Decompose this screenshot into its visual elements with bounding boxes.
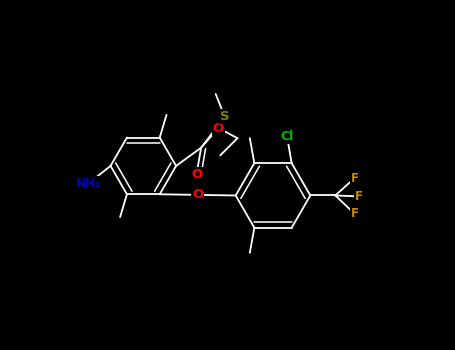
Text: F: F: [350, 207, 359, 220]
Text: F: F: [350, 172, 359, 185]
Text: O: O: [213, 122, 224, 135]
Text: O: O: [191, 168, 202, 181]
Text: O: O: [192, 188, 203, 201]
Text: NH₂: NH₂: [76, 177, 101, 190]
Text: Cl: Cl: [280, 130, 294, 143]
Text: S: S: [220, 110, 230, 123]
Text: F: F: [355, 190, 363, 203]
